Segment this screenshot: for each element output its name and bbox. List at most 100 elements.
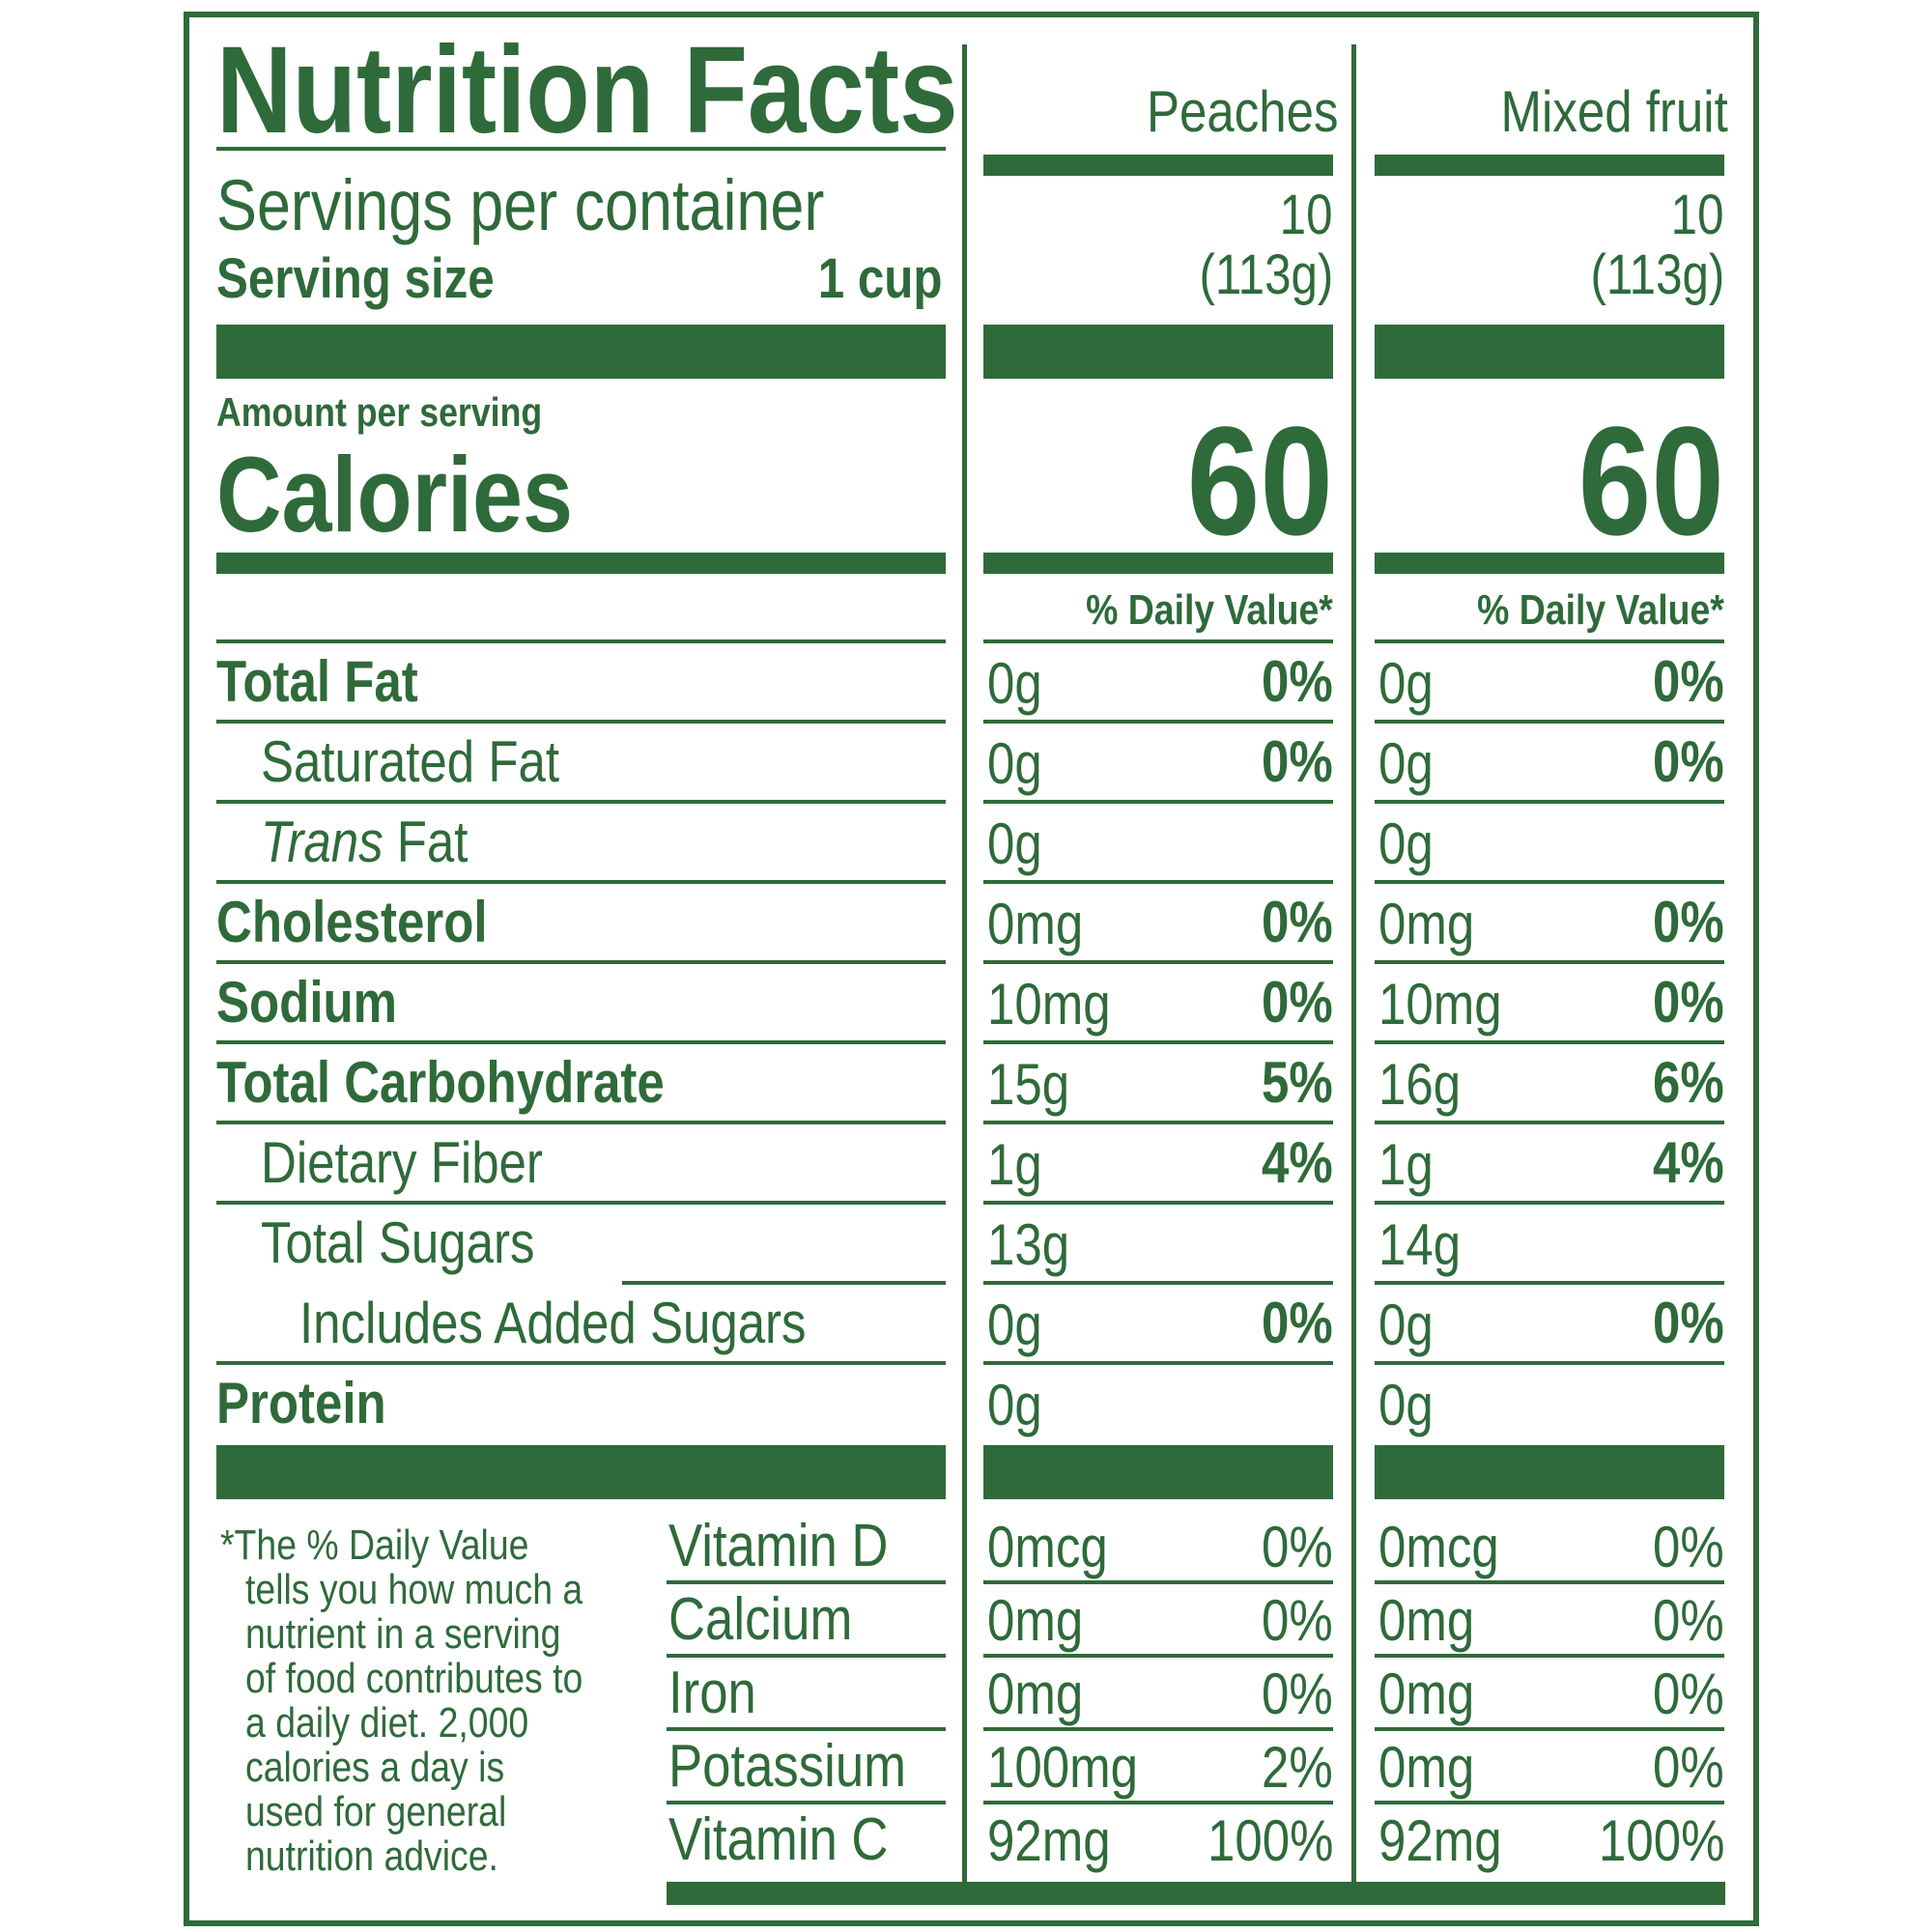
row-rule (983, 880, 1333, 884)
row-rule (983, 1121, 1333, 1124)
mixed-calories-rule (1375, 553, 1724, 574)
nutrient-label-text: Cholesterol (216, 894, 488, 952)
nutrient-amount-text: 13g (987, 1212, 1070, 1277)
nutrient-label-text: Includes Added Sugars (299, 1294, 807, 1352)
row-rule (983, 960, 1333, 964)
vitamin-label: Vitamin C (668, 1810, 927, 1870)
vitamin-amount: 0mcg (987, 1519, 1129, 1577)
nutrient-daily-value: 0% (1640, 653, 1724, 711)
row-rule (1375, 800, 1724, 804)
nutrient-daily-value-text: 0% (1653, 649, 1724, 714)
serving-size-label: Serving size (216, 251, 543, 307)
calories-label-text: Calories (216, 436, 573, 554)
nutrient-amount-text: 0g (1378, 811, 1434, 876)
nutrient-amount-text: 10mg (987, 972, 1111, 1037)
vitamin-row-rule (667, 1727, 946, 1731)
nutrient-daily-value-text: 0% (1262, 1291, 1333, 1355)
row-rule (216, 800, 946, 804)
mixed-vitamins-thick-bar (1375, 1445, 1724, 1499)
peaches-serving-thick-bar (983, 325, 1333, 379)
nutrient-amount: 16g (1378, 1056, 1475, 1114)
vitamin-amount-text: 0mg (987, 1662, 1084, 1726)
vitamin-amount-text: 0mcg (987, 1515, 1108, 1579)
column-divider-left (962, 44, 967, 1891)
mixed-serving-grams-text: (113g) (1590, 243, 1724, 306)
nutrient-amount: 10mg (1378, 976, 1523, 1034)
vitamin-row-rule (1375, 1727, 1724, 1731)
vitamin-daily-value-text: 0% (1653, 1515, 1724, 1579)
row-rule (1375, 1121, 1724, 1124)
page-title-text: Nutrition Facts (216, 21, 958, 159)
vitamin-daily-value-text: 100% (1207, 1808, 1333, 1873)
vitamin-daily-value-text: 0% (1262, 1515, 1333, 1579)
nutrient-daily-value-text: 0% (1262, 729, 1333, 794)
vitamin-amount: 0mg (1378, 1739, 1492, 1797)
footnote-line: nutrient in a serving (245, 1613, 616, 1656)
vitamin-daily-value: 2% (1249, 1739, 1333, 1797)
nutrient-label: Dietary Fiber (261, 1134, 592, 1192)
vitamin-amount-text: 0mg (1378, 1662, 1475, 1726)
peaches-dv-header: % Daily Value* (1042, 589, 1333, 632)
nutrient-label: Saturated Fat (261, 733, 612, 791)
column-header-mixed-fruit-text: Mixed fruit (1500, 79, 1728, 144)
vitamin-label-text: Iron (668, 1660, 756, 1726)
nutrient-amount-text: 0mg (1378, 892, 1475, 956)
nutrient-label-main: Includes Added Sugars (299, 1291, 807, 1355)
vitamin-daily-value-text: 0% (1653, 1588, 1724, 1653)
nutrient-label-text: Saturated Fat (261, 733, 559, 791)
vitamin-label-text: Potassium (668, 1733, 907, 1800)
row-rule (983, 1281, 1333, 1285)
nutrient-amount: 0g (987, 735, 1052, 793)
nutrient-amount-text: 1g (987, 1132, 1042, 1197)
row-rule (1375, 720, 1724, 724)
nutrient-daily-value: 5% (1249, 1054, 1333, 1112)
row-rule (216, 639, 946, 643)
nutrient-label: Total Carbohydrate (216, 1054, 744, 1112)
nutrient-amount: 0g (1378, 1377, 1443, 1435)
vitamin-daily-value-text: 0% (1653, 1735, 1724, 1800)
vitamin-daily-value: 0% (1640, 1519, 1724, 1577)
nutrient-label-text: Sodium (216, 974, 397, 1032)
nutrient-label: Protein (216, 1375, 416, 1433)
nutrient-amount: 0g (987, 655, 1052, 713)
nutrient-label: Trans Fat (261, 813, 504, 871)
mixed-dv-header-text: % Daily Value* (1477, 586, 1724, 634)
row-rule (983, 1361, 1333, 1365)
nutrient-daily-value-text: 0% (1653, 890, 1724, 954)
mixed-header-rule (1375, 155, 1724, 176)
nutrient-amount: 0g (987, 1296, 1052, 1354)
vitamin-row-rule (667, 1580, 946, 1584)
nutrient-amount: 0g (1378, 735, 1443, 793)
footnote-line: nutrition advice. (245, 1835, 543, 1878)
vitamin-row-rule (983, 1801, 1333, 1804)
nutrient-amount-text: 0g (1378, 1293, 1434, 1357)
vitamin-daily-value: 0% (1640, 1739, 1724, 1797)
column-divider-right (1351, 44, 1356, 1891)
nutrient-daily-value-text: 4% (1653, 1130, 1724, 1195)
nutrition-facts-panel (184, 12, 1759, 1926)
nutrient-daily-value: 0% (1640, 733, 1724, 791)
footnote-line: calories a day is (245, 1747, 550, 1789)
mixed-servings: 10 (1662, 187, 1724, 243)
vitamin-amount-text: 0mg (987, 1588, 1084, 1653)
nutrient-label-main: Fat (383, 810, 469, 874)
peaches-servings-text: 10 (1280, 184, 1333, 246)
nutrient-label: Total Fat (216, 653, 454, 711)
column-header-peaches-text: Peaches (1146, 79, 1338, 144)
vitamin-daily-value-text: 100% (1598, 1808, 1724, 1873)
vitamin-daily-value-text: 0% (1653, 1662, 1724, 1726)
nutrient-daily-value: 0% (1640, 974, 1724, 1032)
nutrient-daily-value: 6% (1640, 1054, 1724, 1112)
peaches-header-rule (983, 155, 1333, 176)
nutrient-amount-text: 0g (1378, 651, 1434, 716)
serving-size-value-text: 1 cup (817, 247, 942, 310)
row-rule (216, 880, 946, 884)
vitamin-amount: 0mg (987, 1592, 1100, 1650)
page-title: Nutrition Facts (216, 29, 1089, 153)
nutrient-label-text: Protein (216, 1375, 386, 1433)
nutrient-amount-text: 0g (1378, 1373, 1434, 1437)
vitamins-thick-bar (216, 1445, 946, 1499)
footnote-line-text: tells you how much a (245, 1566, 583, 1613)
mixed-serving-thick-bar (1375, 325, 1724, 379)
nutrient-amount-text: 0g (987, 811, 1042, 876)
